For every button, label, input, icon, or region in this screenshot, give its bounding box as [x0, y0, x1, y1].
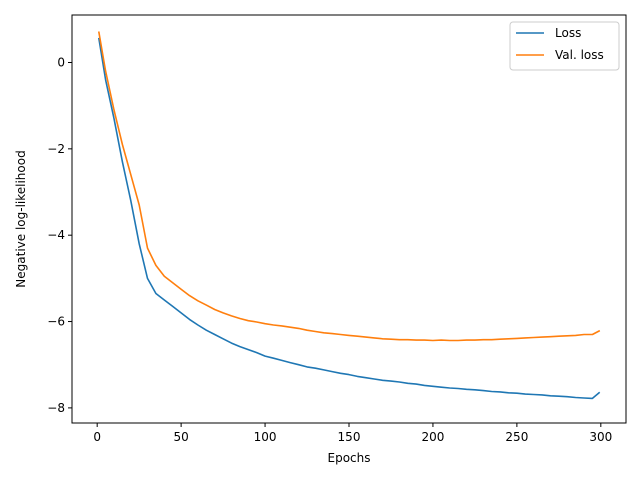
y-tick-label: −8 — [47, 401, 65, 415]
x-tick-label: 200 — [421, 430, 444, 444]
legend-label-loss: Loss — [555, 26, 581, 40]
y-axis-label: Negative log-likelihood — [14, 150, 28, 287]
series-line-loss — [97, 37, 601, 400]
x-axis-ticks: 0 50 100 150 200 250 300 — [93, 423, 612, 444]
x-tick-label: 300 — [589, 430, 612, 444]
y-tick-label: −4 — [47, 228, 65, 242]
legend-label-val-loss: Val. loss — [555, 48, 604, 62]
y-tick-label: 0 — [57, 55, 65, 69]
y-tick-label: −6 — [47, 315, 65, 329]
x-tick-label: 0 — [93, 430, 101, 444]
y-tick-label: −2 — [47, 142, 65, 156]
legend-box — [509, 21, 620, 71]
x-axis-label: Epochs — [328, 451, 371, 465]
x-tick-label: 100 — [254, 430, 277, 444]
x-tick-label: 50 — [173, 430, 188, 444]
legend: Loss Val. loss — [509, 21, 620, 71]
series-lines — [97, 31, 601, 400]
series-line-val-loss — [97, 31, 601, 342]
y-axis-ticks: 0 −2 −4 −6 −8 — [47, 55, 72, 415]
x-tick-label: 150 — [338, 430, 361, 444]
x-tick-label: 250 — [505, 430, 528, 444]
